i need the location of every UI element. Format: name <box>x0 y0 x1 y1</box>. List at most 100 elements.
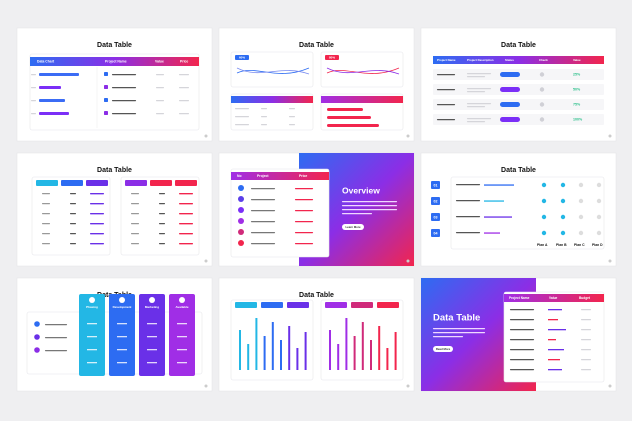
text-line <box>177 349 187 351</box>
bar <box>39 86 61 89</box>
check <box>560 198 566 204</box>
text-line <box>31 100 36 102</box>
column-label: Available <box>175 305 188 309</box>
bar <box>548 319 558 321</box>
text-line <box>179 74 189 76</box>
text-line <box>117 362 127 364</box>
text-line <box>433 336 463 338</box>
chart-card <box>230 51 314 88</box>
table-card <box>120 176 200 256</box>
bar <box>329 330 331 370</box>
text-line <box>131 213 139 215</box>
bar <box>271 322 274 370</box>
text-line <box>467 73 491 75</box>
text-line <box>131 203 139 205</box>
page-icon <box>406 384 410 388</box>
check <box>578 198 584 204</box>
badge-label: 80% <box>329 55 335 59</box>
table-header <box>321 96 403 103</box>
page-icon <box>608 259 612 263</box>
number-dot <box>238 218 244 224</box>
column-label: Marketing <box>145 305 159 309</box>
bar <box>179 193 193 195</box>
status-pill <box>500 72 520 77</box>
bar <box>484 184 514 186</box>
text-line <box>456 216 480 218</box>
text-line <box>342 213 372 215</box>
capsule <box>327 124 379 127</box>
text-line <box>295 199 313 201</box>
button <box>342 224 364 230</box>
text-line <box>342 205 397 207</box>
check <box>578 214 584 220</box>
header-label: Check <box>539 58 548 62</box>
bar <box>179 203 193 205</box>
page-icon <box>406 259 410 263</box>
text-line <box>467 88 491 90</box>
bar <box>548 349 564 351</box>
text-line <box>177 362 187 364</box>
number-dot <box>238 196 244 202</box>
text-line <box>42 233 50 235</box>
number-label: 03 <box>434 215 438 219</box>
status-pill <box>500 117 520 122</box>
plan-column <box>109 294 135 376</box>
column-header <box>36 180 58 186</box>
check <box>560 214 566 220</box>
text-line <box>45 324 67 326</box>
text-line <box>87 323 97 325</box>
bar <box>548 369 562 371</box>
page-icon <box>608 384 612 388</box>
check <box>560 182 566 188</box>
text-line <box>147 323 157 325</box>
page-icon <box>406 134 410 138</box>
text-line <box>131 193 139 195</box>
text-line <box>581 369 591 371</box>
text-line <box>467 106 485 108</box>
column-header <box>377 302 399 308</box>
icon <box>104 85 108 89</box>
chart-card <box>320 51 404 88</box>
text-line <box>510 309 534 311</box>
bar <box>378 326 381 370</box>
plan-column <box>139 294 165 376</box>
wave <box>326 67 400 75</box>
bar <box>296 348 299 370</box>
bar <box>280 340 282 370</box>
column-header <box>235 302 257 308</box>
text-line <box>31 113 36 115</box>
text-line <box>289 108 295 110</box>
text-line <box>42 213 50 215</box>
text-line <box>45 350 67 352</box>
text-line <box>261 116 267 118</box>
text-line <box>467 76 485 78</box>
number-dot <box>238 185 244 191</box>
text-line <box>433 328 485 330</box>
text-line <box>510 329 534 331</box>
bar <box>39 73 79 76</box>
text-line <box>235 108 249 110</box>
slide-title: Data Table <box>501 167 536 174</box>
text-line <box>581 319 591 321</box>
column-header <box>61 180 83 186</box>
text-line <box>159 203 165 205</box>
number-label: 01 <box>434 183 438 187</box>
check <box>596 198 602 204</box>
bar <box>90 223 104 225</box>
bar <box>90 193 104 195</box>
table-card <box>450 176 605 250</box>
badge <box>235 55 249 60</box>
check <box>539 72 545 77</box>
slide-title: Overview <box>342 185 380 195</box>
check <box>578 182 584 188</box>
table-card <box>230 168 330 258</box>
icon <box>119 297 125 303</box>
value-label: 25% <box>573 73 581 77</box>
bar <box>361 322 364 370</box>
text-line <box>510 339 534 341</box>
bar <box>263 336 266 370</box>
number-label: 02 <box>434 199 438 203</box>
text-line <box>112 74 136 76</box>
text-line <box>510 349 534 351</box>
header-label: Price <box>180 59 188 63</box>
